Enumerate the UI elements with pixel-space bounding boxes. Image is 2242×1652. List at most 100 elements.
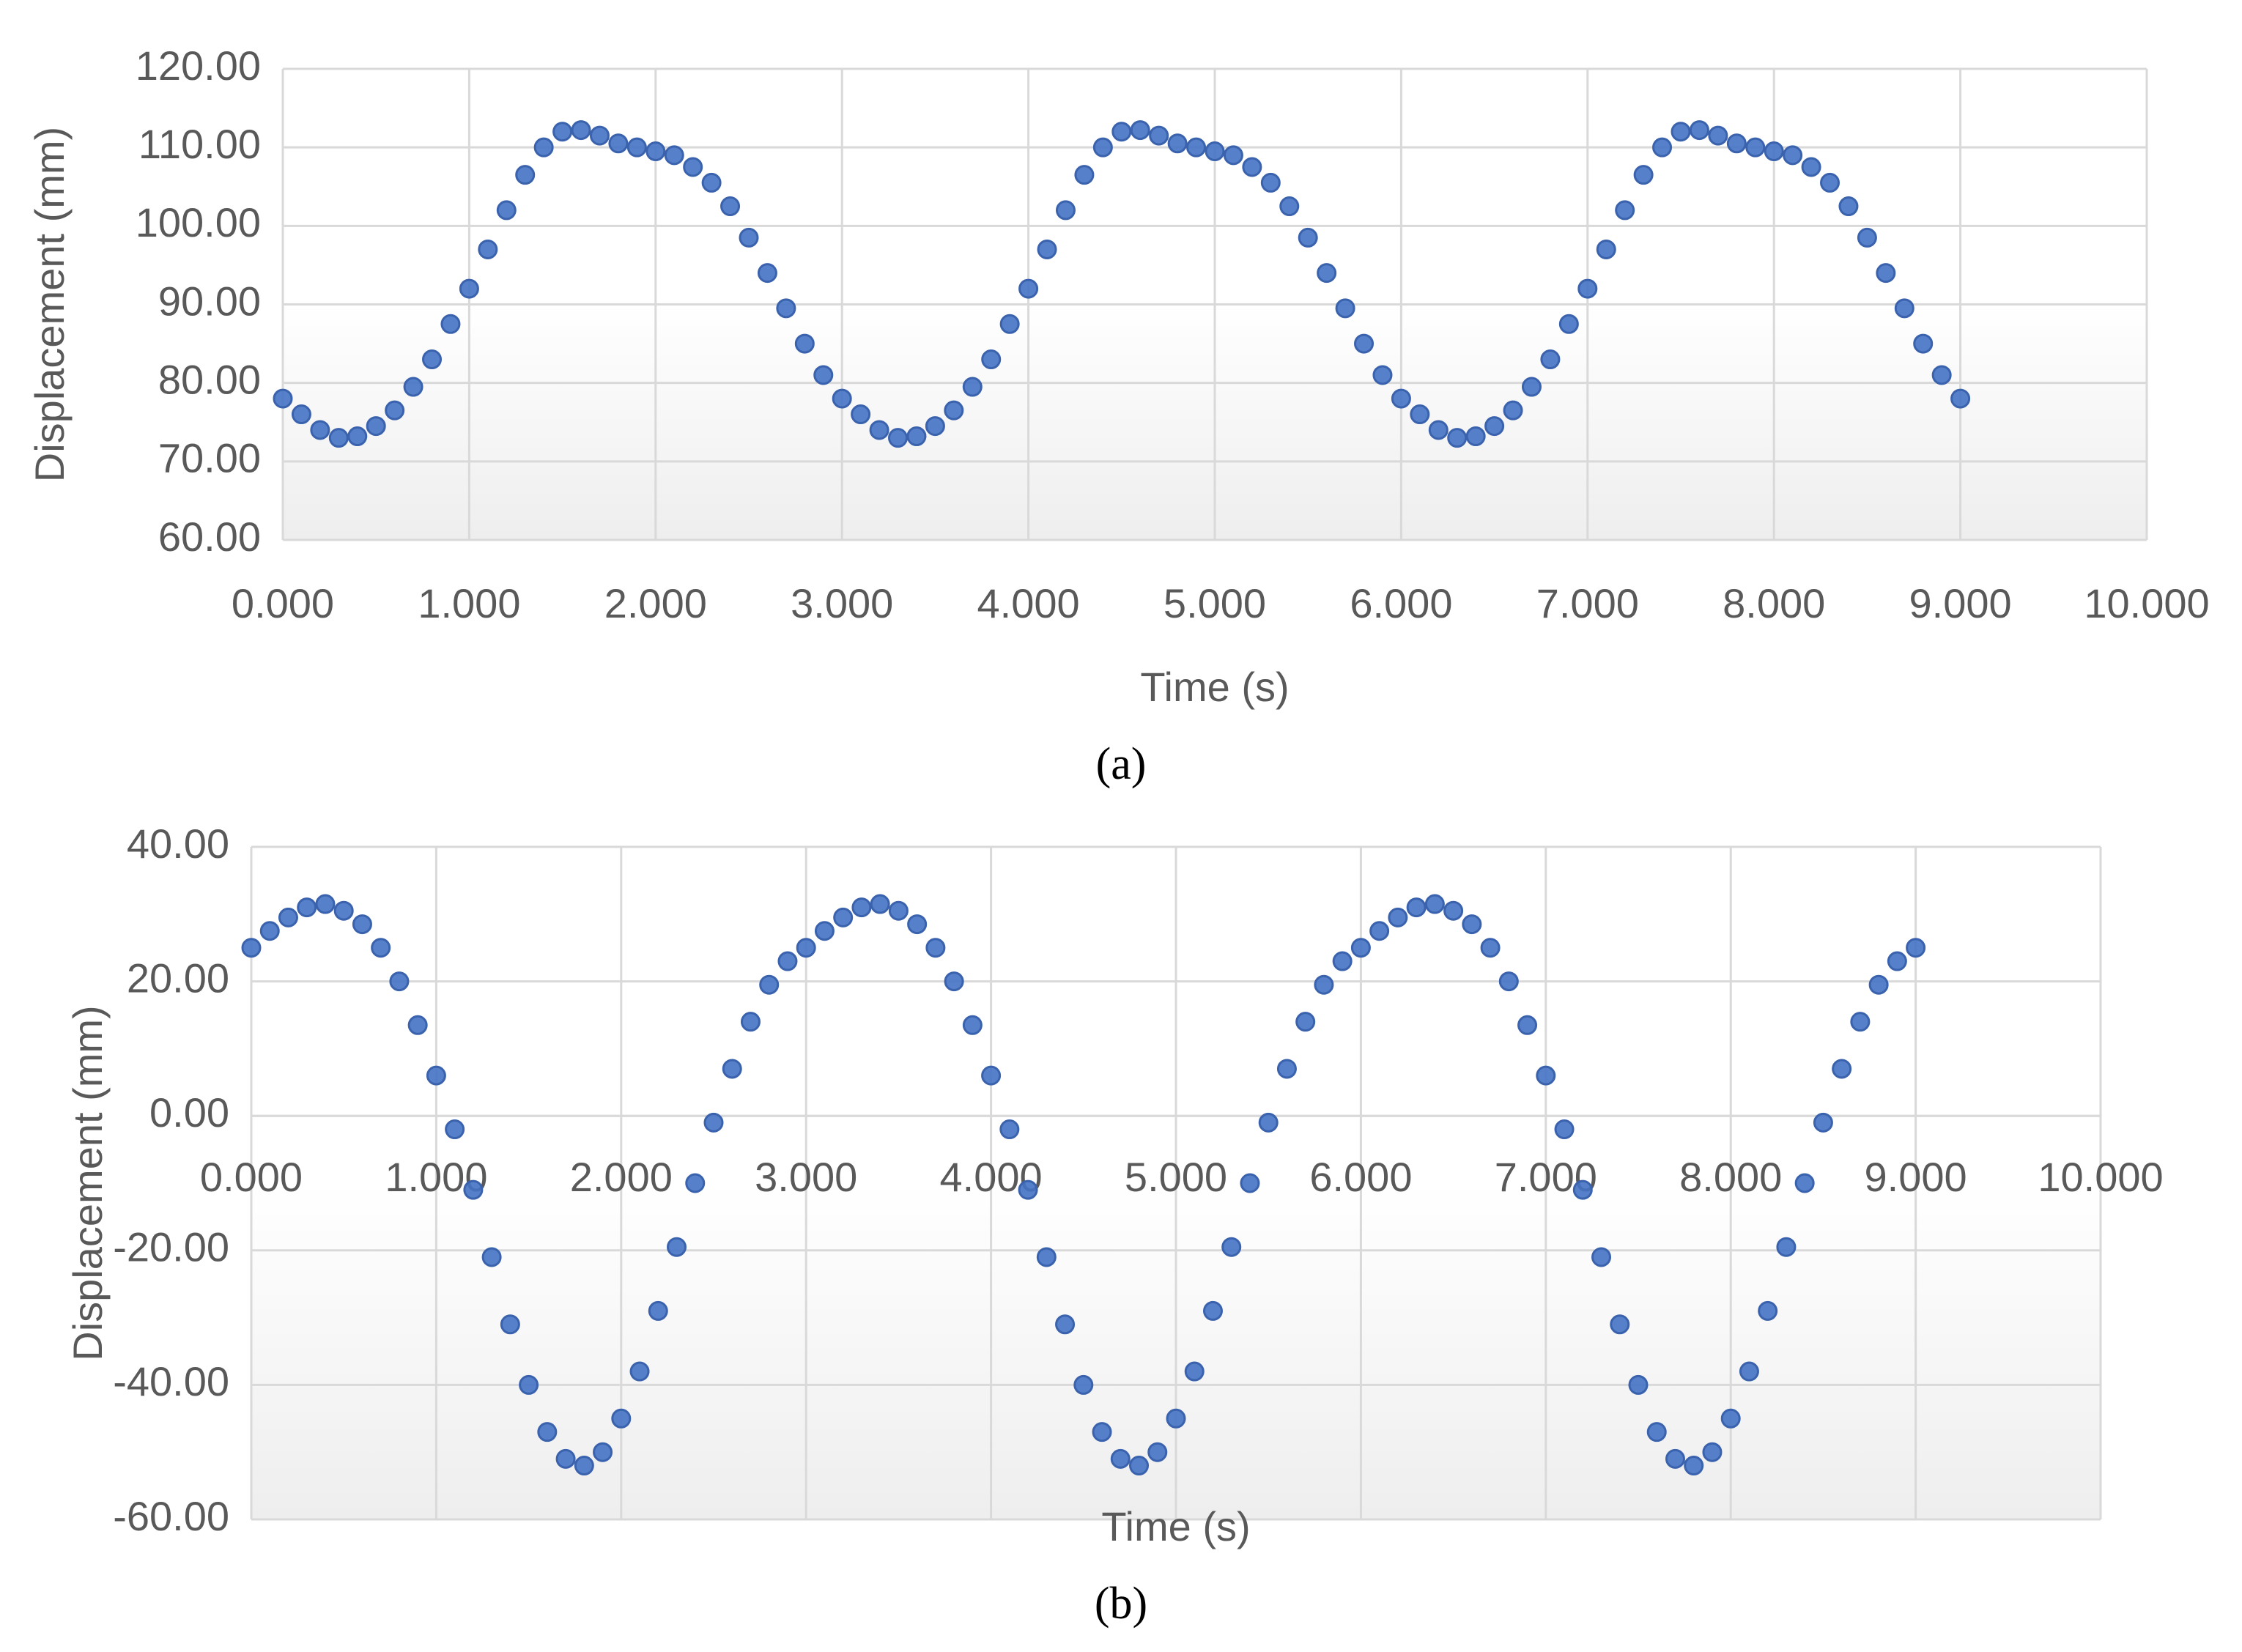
data-point: [1857, 227, 1877, 248]
y-axis-title: Displacement (mm): [64, 1005, 111, 1360]
data-point: [1166, 1408, 1186, 1429]
data-point: [519, 1374, 539, 1395]
data-point: [648, 1300, 668, 1321]
data-point: [851, 897, 872, 918]
data-point: [537, 1422, 558, 1442]
x-tick-label: 6.000: [1350, 580, 1452, 626]
x-tick-label: 1.000: [418, 580, 520, 626]
x-tick-label: 5.000: [1125, 1154, 1227, 1200]
data-point: [426, 1065, 446, 1086]
data-point: [1684, 1456, 1704, 1476]
y-tick-label: 80.00: [158, 356, 261, 402]
data-point: [1876, 263, 1896, 284]
x-tick-label: 6.000: [1309, 1154, 1412, 1200]
data-point: [1745, 137, 1766, 158]
data-point: [907, 914, 928, 935]
data-point: [722, 1059, 742, 1079]
data-point: [944, 400, 964, 421]
data-point: [1335, 298, 1355, 319]
data-point: [1428, 420, 1449, 440]
data-point: [1758, 1300, 1778, 1321]
data-point: [999, 1119, 1020, 1140]
data-point: [1130, 120, 1150, 141]
data-point: [814, 921, 835, 941]
data-point: [1913, 333, 1934, 354]
data-point: [1801, 157, 1821, 177]
data-point: [664, 145, 684, 166]
data-point: [833, 907, 854, 927]
x-tick-label: 3.000: [755, 1154, 857, 1200]
data-point: [371, 938, 391, 958]
data-point: [870, 894, 890, 914]
data-point: [720, 196, 741, 217]
data-point: [1443, 900, 1464, 921]
data-point: [1205, 141, 1225, 162]
data-point: [1554, 1119, 1575, 1140]
data-point: [1887, 951, 1907, 971]
data-point: [1783, 145, 1803, 166]
data-point: [1689, 120, 1709, 141]
data-point: [1372, 365, 1393, 385]
data-point: [481, 1247, 502, 1267]
data-point: [463, 1179, 484, 1200]
data-point: [1221, 1237, 1242, 1257]
data-point: [777, 951, 798, 971]
data-point: [813, 365, 834, 385]
x-tick-label: 0.000: [232, 580, 334, 626]
data-point: [1354, 333, 1375, 354]
data-point: [962, 377, 983, 397]
data-point: [1406, 897, 1427, 918]
x-tick-label: 10.000: [2038, 1154, 2163, 1200]
data-point: [851, 404, 871, 425]
data-point: [1223, 145, 1243, 166]
data-point: [888, 900, 909, 921]
data-point: [273, 388, 293, 409]
data-point: [925, 938, 946, 958]
data-point: [703, 1112, 724, 1133]
data-point: [278, 907, 298, 927]
data-point: [389, 971, 410, 992]
data-point: [1388, 907, 1408, 927]
data-point: [1424, 894, 1445, 914]
data-point: [1652, 137, 1673, 158]
data-point: [981, 1065, 1002, 1086]
data-point: [259, 921, 280, 941]
data-point: [796, 938, 816, 958]
data-point: [385, 400, 405, 421]
data-point: [533, 137, 554, 158]
data-point: [1092, 1422, 1112, 1442]
data-point: [888, 428, 909, 448]
data-point: [241, 938, 262, 958]
data-point: [1702, 1442, 1723, 1462]
data-point: [1558, 314, 1579, 334]
x-tick-label: 4.000: [977, 580, 1080, 626]
data-point: [1111, 122, 1132, 142]
data-point: [944, 971, 964, 992]
data-point: [574, 1456, 594, 1476]
caption: (b): [1095, 1579, 1147, 1629]
data-point: [1092, 137, 1113, 158]
data-point: [1110, 1448, 1131, 1469]
x-tick-label: 10.000: [2084, 580, 2209, 626]
data-point: [981, 349, 1002, 370]
data-point: [1332, 951, 1353, 971]
data-point: [1764, 141, 1784, 162]
data-point: [1517, 1015, 1538, 1035]
data-point: [1906, 938, 1926, 958]
x-tick-label: 2.000: [604, 580, 707, 626]
y-tick-label: -20.00: [113, 1224, 229, 1270]
data-point: [1776, 1237, 1797, 1257]
data-point: [1018, 1179, 1038, 1200]
data-point: [1462, 914, 1482, 935]
data-point: [1276, 1059, 1297, 1079]
data-point: [1480, 938, 1501, 958]
data-point: [776, 298, 796, 319]
data-point: [1018, 278, 1039, 299]
data-point: [611, 1408, 632, 1429]
data-point: [757, 263, 777, 284]
data-point: [1186, 137, 1207, 158]
x-axis-title: Time (s): [1140, 664, 1289, 710]
y-tick-label: 60.00: [158, 514, 261, 560]
data-point: [1794, 1173, 1815, 1193]
y-tick-label: 110.00: [138, 121, 261, 167]
